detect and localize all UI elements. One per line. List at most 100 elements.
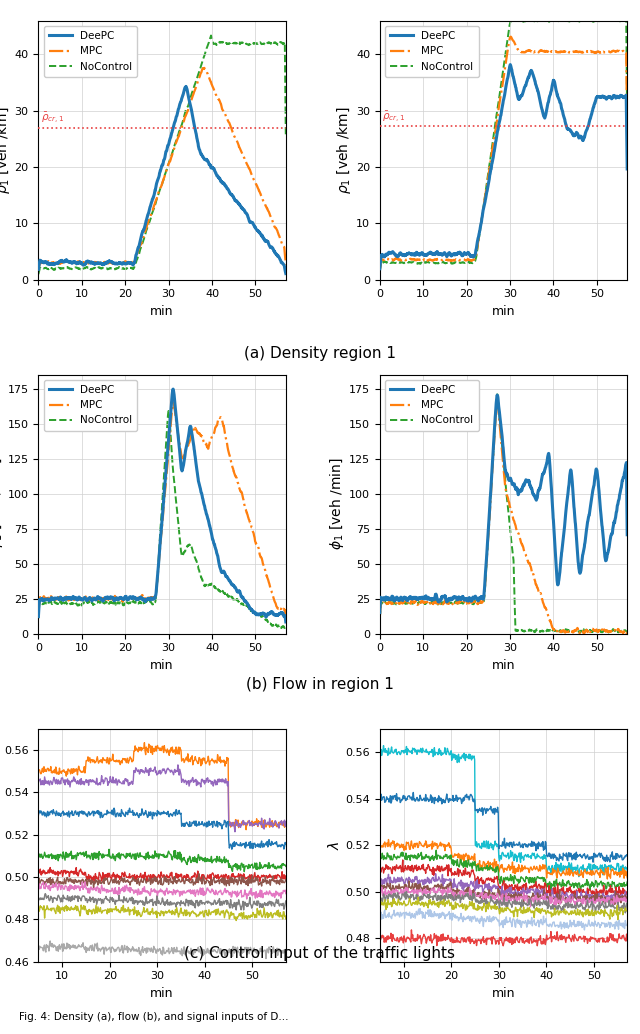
NoControl bbox=[35, 612, 42, 625]
DeePC bbox=[134, 241, 142, 253]
NoControl bbox=[60, 262, 67, 274]
DeePC bbox=[376, 606, 383, 618]
NoControl bbox=[587, 13, 595, 26]
MPC bbox=[228, 457, 236, 469]
MPC bbox=[623, 627, 631, 639]
MPC bbox=[623, 138, 631, 150]
Legend: DeePC, MPC, NoControl: DeePC, MPC, NoControl bbox=[44, 379, 138, 431]
Text: $\bar{\rho}_{cr,1}$: $\bar{\rho}_{cr,1}$ bbox=[382, 110, 405, 125]
DeePC bbox=[623, 162, 631, 175]
DeePC bbox=[476, 591, 484, 604]
Y-axis label: $\phi_1$ [veh /min]: $\phi_1$ [veh /min] bbox=[0, 458, 4, 550]
Y-axis label: $\lambda$: $\lambda$ bbox=[0, 841, 1, 850]
NoControl bbox=[143, 596, 151, 608]
NoControl bbox=[376, 612, 383, 625]
NoControl bbox=[476, 597, 484, 609]
DeePC bbox=[401, 249, 409, 262]
MPC bbox=[546, 615, 554, 628]
MPC bbox=[60, 592, 67, 605]
Line: NoControl: NoControl bbox=[380, 20, 627, 271]
NoControl bbox=[35, 268, 42, 280]
Line: NoControl: NoControl bbox=[38, 410, 286, 630]
NoControl bbox=[207, 29, 215, 41]
Text: (c) Control input of the traffic lights: (c) Control input of the traffic lights bbox=[184, 946, 456, 962]
NoControl bbox=[573, 14, 581, 27]
Text: Fig. 4: Density (a), flow (b), and signal inputs of D...: Fig. 4: Density (a), flow (b), and signa… bbox=[19, 1011, 289, 1022]
NoControl bbox=[232, 594, 240, 606]
MPC bbox=[228, 122, 236, 134]
MPC bbox=[143, 218, 151, 231]
NoControl bbox=[401, 598, 409, 610]
MPC bbox=[376, 264, 383, 276]
MPC bbox=[282, 258, 290, 271]
DeePC bbox=[232, 583, 240, 596]
Y-axis label: $\rho_1$ [veh /km]: $\rho_1$ [veh /km] bbox=[0, 107, 12, 194]
Line: DeePC: DeePC bbox=[380, 395, 627, 612]
DeePC bbox=[573, 547, 581, 559]
Line: MPC: MPC bbox=[380, 37, 627, 270]
Y-axis label: $\lambda$: $\lambda$ bbox=[328, 841, 342, 850]
Line: NoControl: NoControl bbox=[38, 35, 286, 274]
DeePC bbox=[506, 59, 514, 71]
Line: MPC: MPC bbox=[38, 402, 286, 619]
DeePC bbox=[35, 610, 42, 622]
X-axis label: min: min bbox=[492, 305, 515, 317]
NoControl bbox=[569, 14, 577, 27]
MPC bbox=[232, 132, 240, 145]
Line: DeePC: DeePC bbox=[38, 87, 286, 274]
Text: (b) Flow in region 1: (b) Flow in region 1 bbox=[246, 677, 394, 693]
MPC bbox=[401, 254, 409, 267]
MPC bbox=[507, 31, 515, 43]
NoControl bbox=[476, 225, 484, 238]
DeePC bbox=[205, 156, 212, 169]
MPC bbox=[35, 610, 42, 622]
DeePC bbox=[282, 268, 290, 280]
Line: DeePC: DeePC bbox=[38, 389, 286, 621]
Line: NoControl: NoControl bbox=[380, 394, 627, 633]
MPC bbox=[200, 62, 208, 74]
DeePC bbox=[143, 210, 151, 222]
Legend: DeePC, MPC, NoControl: DeePC, MPC, NoControl bbox=[44, 26, 138, 77]
DeePC bbox=[134, 592, 142, 605]
MPC bbox=[170, 396, 177, 408]
NoControl bbox=[228, 591, 236, 604]
NoControl bbox=[204, 37, 212, 50]
NoControl bbox=[205, 579, 212, 591]
MPC bbox=[134, 243, 142, 255]
MPC bbox=[282, 613, 290, 626]
DeePC bbox=[546, 89, 554, 101]
MPC bbox=[573, 45, 581, 58]
MPC bbox=[401, 596, 409, 608]
Line: MPC: MPC bbox=[38, 68, 286, 271]
MPC bbox=[60, 256, 67, 269]
NoControl bbox=[228, 36, 236, 49]
DeePC bbox=[401, 592, 409, 605]
X-axis label: min: min bbox=[150, 659, 174, 672]
MPC bbox=[232, 470, 240, 483]
MPC bbox=[476, 224, 484, 237]
DeePC bbox=[569, 128, 577, 141]
MPC bbox=[485, 168, 493, 180]
DeePC bbox=[232, 194, 240, 207]
MPC bbox=[569, 626, 577, 638]
DeePC bbox=[569, 486, 577, 498]
DeePC bbox=[169, 383, 177, 395]
DeePC bbox=[485, 516, 493, 528]
NoControl bbox=[143, 221, 151, 234]
X-axis label: min: min bbox=[150, 305, 174, 317]
MPC bbox=[493, 396, 501, 408]
MPC bbox=[35, 265, 42, 277]
MPC bbox=[134, 591, 142, 604]
NoControl bbox=[546, 16, 554, 28]
Y-axis label: $\phi_1$ [veh /min]: $\phi_1$ [veh /min] bbox=[328, 458, 346, 550]
DeePC bbox=[573, 128, 581, 141]
DeePC bbox=[376, 263, 383, 275]
DeePC bbox=[205, 515, 212, 527]
NoControl bbox=[232, 37, 240, 50]
DeePC bbox=[182, 81, 190, 93]
NoControl bbox=[485, 163, 493, 176]
DeePC bbox=[60, 255, 67, 268]
DeePC bbox=[35, 263, 42, 275]
DeePC bbox=[623, 528, 631, 541]
Text: $\bar{\rho}_{cr,1}$: $\bar{\rho}_{cr,1}$ bbox=[40, 111, 64, 126]
